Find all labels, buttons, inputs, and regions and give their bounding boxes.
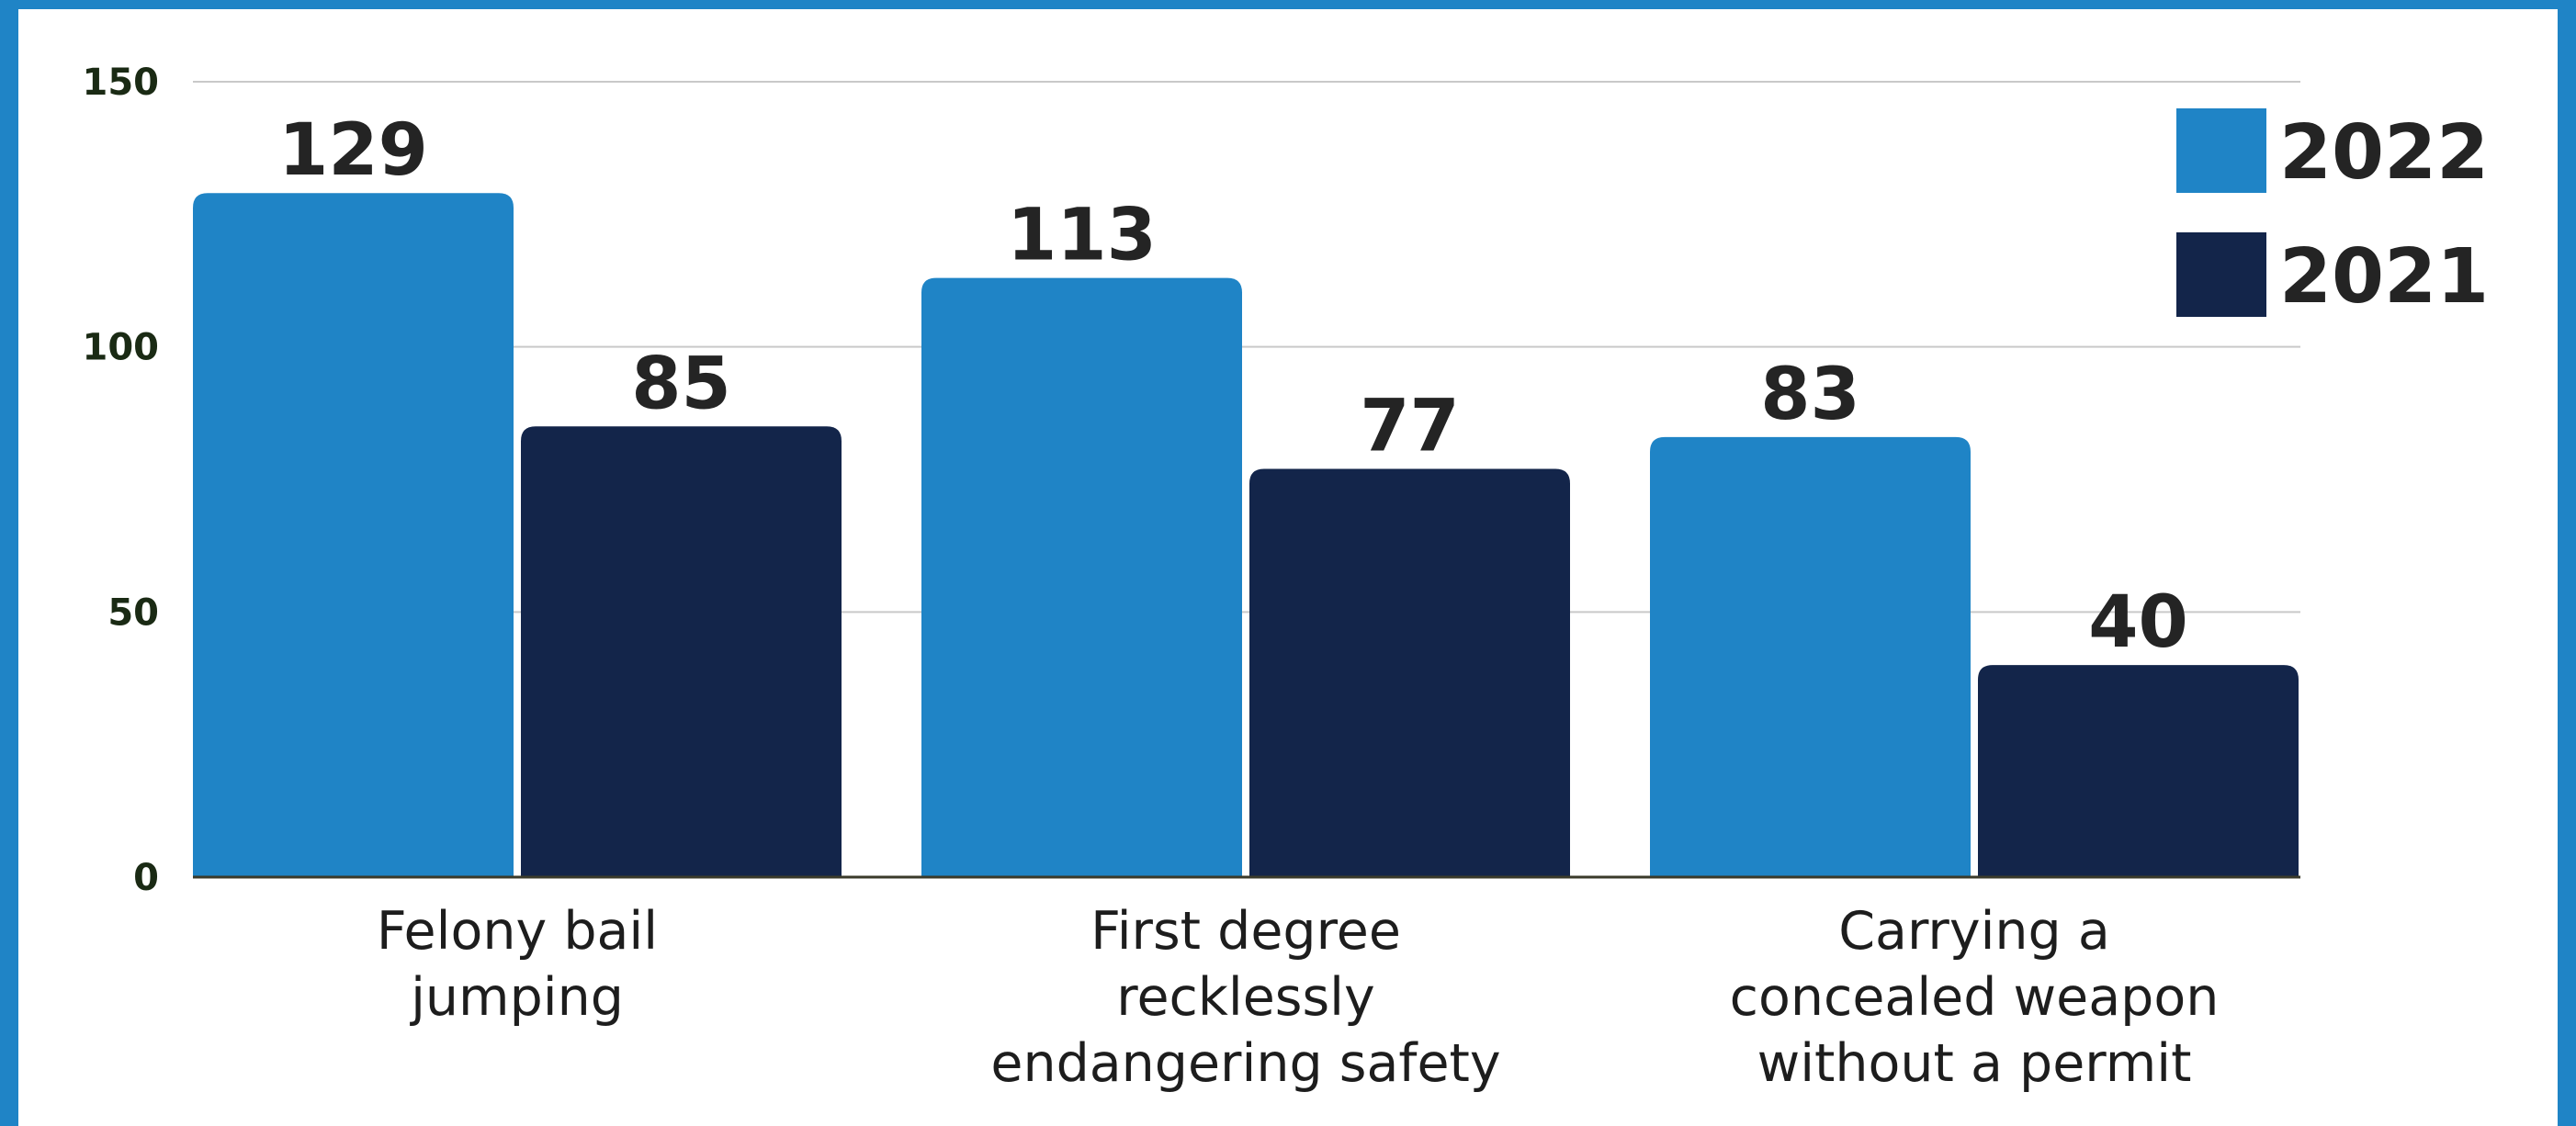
- data-label: 113: [1007, 195, 1157, 277]
- data-label: 83: [1760, 354, 1860, 436]
- legend-label: 2022: [2279, 109, 2489, 197]
- data-label: 77: [1360, 385, 1460, 467]
- x-category-label: without a permit: [1757, 1033, 2192, 1094]
- y-tick-label: 150: [83, 62, 160, 104]
- x-category-label: First degree: [1090, 901, 1401, 962]
- bar-2022: [921, 277, 1242, 877]
- data-label: 85: [631, 343, 731, 425]
- bar-2021: [1978, 665, 2299, 877]
- legend-label: 2021: [2279, 233, 2489, 321]
- x-category-label: jumping: [409, 967, 624, 1028]
- data-label: 129: [278, 109, 428, 192]
- legend-swatch-2021: [2176, 232, 2266, 317]
- x-category-label: recklessly: [1116, 967, 1374, 1028]
- bar-chart: 0 50 100 150 129 113 83 85 77 40 Felony bailjumpin…: [83, 62, 2490, 1094]
- bar-2022: [1650, 436, 1971, 877]
- y-tick-label: 100: [83, 327, 160, 369]
- x-category-label: endangering safety: [990, 1033, 1500, 1094]
- bar-2021: [521, 426, 842, 877]
- chart-frame: 0 50 100 150 129 113 83 85 77 40 Felony bail jumpin…: [18, 9, 2558, 1126]
- bar-2022: [193, 193, 514, 878]
- legend-swatch-2022: [2176, 108, 2266, 193]
- data-label: 40: [2088, 581, 2188, 664]
- x-category-label: Carrying a: [1838, 901, 2110, 962]
- x-category-label: concealed weapon: [1730, 967, 2220, 1028]
- y-tick-label: 50: [107, 591, 159, 634]
- bar-2021: [1249, 468, 1570, 877]
- y-tick-label: 0: [133, 857, 159, 899]
- x-category-label: Felony bail: [377, 901, 658, 962]
